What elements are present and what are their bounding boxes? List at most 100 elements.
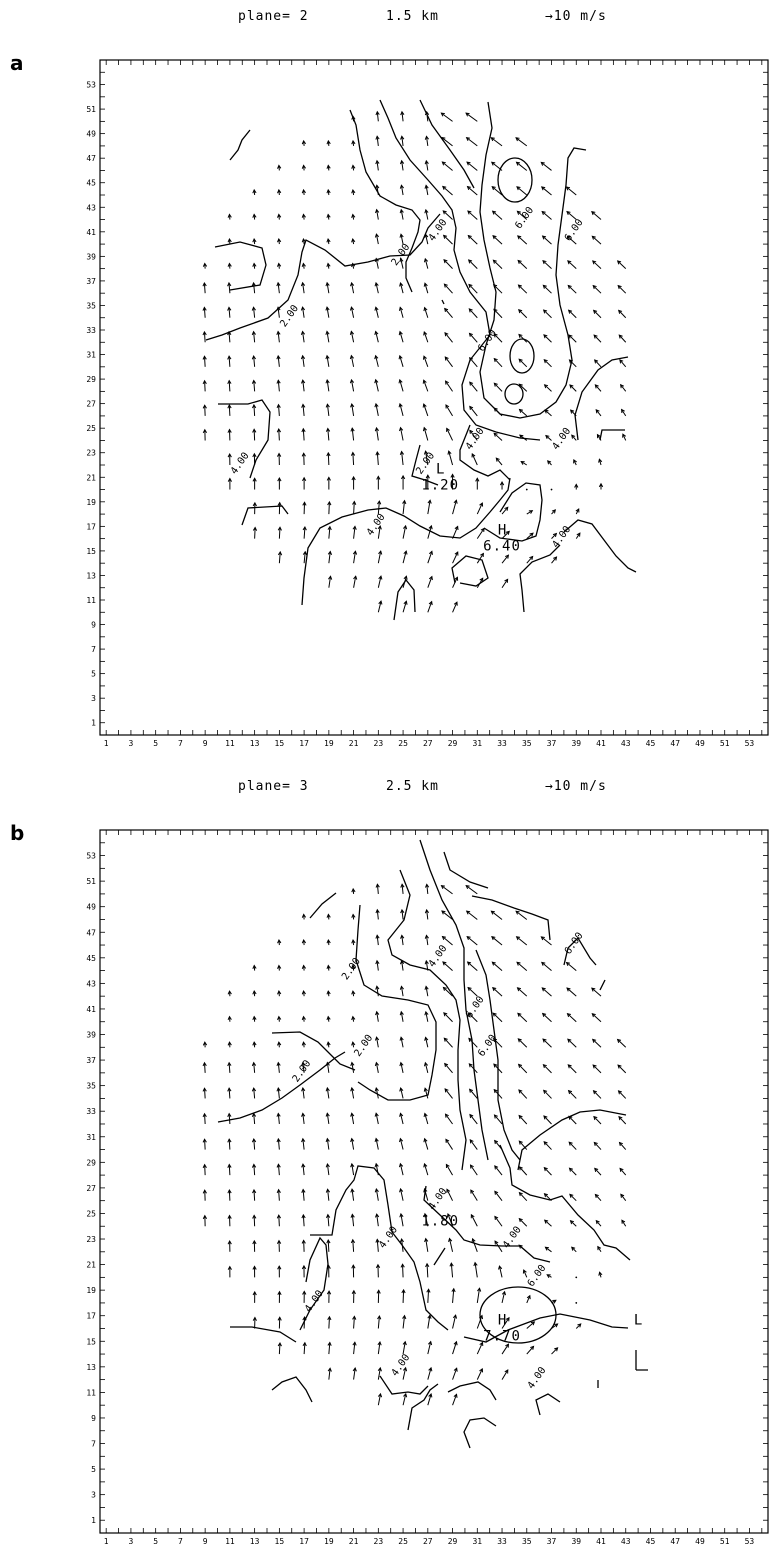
y-tick-label: 17 bbox=[86, 1312, 96, 1321]
wind-vector bbox=[542, 284, 552, 294]
wind-vector bbox=[575, 1323, 582, 1329]
wind-vector bbox=[302, 1316, 307, 1329]
wind-vector bbox=[377, 1340, 382, 1355]
wind-vector bbox=[353, 575, 358, 588]
wind-vector bbox=[468, 1037, 478, 1048]
wind-vector bbox=[541, 235, 552, 245]
wind-vector bbox=[202, 330, 207, 343]
wind-vector bbox=[277, 164, 282, 171]
contour-line bbox=[497, 157, 533, 203]
wind-vector bbox=[566, 235, 577, 245]
wind-vector bbox=[227, 1138, 232, 1150]
contour-label: 6.00 bbox=[513, 205, 536, 231]
contour-label: 4.00 bbox=[427, 217, 450, 243]
wind-vector bbox=[473, 1261, 478, 1278]
contour-line bbox=[475, 949, 521, 1161]
wind-vector bbox=[551, 1323, 559, 1329]
x-tick-label: 11 bbox=[225, 739, 235, 748]
wind-vector bbox=[493, 382, 503, 392]
wind-vector bbox=[424, 184, 429, 196]
contour-line bbox=[574, 356, 629, 441]
wind-vector bbox=[374, 1162, 379, 1176]
wind-vector bbox=[565, 961, 577, 971]
wind-vector bbox=[424, 110, 430, 122]
wind-vector bbox=[517, 284, 528, 294]
wind-vector bbox=[402, 575, 408, 588]
y-tick-label: 39 bbox=[86, 252, 96, 261]
wind-vector bbox=[374, 354, 379, 367]
wind-vector bbox=[352, 525, 357, 539]
wind-vector bbox=[492, 986, 503, 997]
y-tick-label: 3 bbox=[91, 1491, 96, 1500]
panel-b-scale-label: →10 m/s bbox=[545, 779, 607, 794]
y-tick-label: 5 bbox=[91, 1465, 96, 1474]
wind-vector bbox=[398, 378, 404, 392]
wind-vector bbox=[202, 1087, 207, 1099]
wind-vector bbox=[423, 282, 429, 294]
wind-vector bbox=[277, 1316, 282, 1329]
wind-vector bbox=[227, 1087, 232, 1099]
wind-vector bbox=[227, 1163, 232, 1176]
wind-vector bbox=[400, 110, 405, 122]
x-tick-label: 45 bbox=[646, 739, 656, 748]
wind-vector bbox=[501, 1369, 509, 1380]
wind-vector bbox=[542, 309, 552, 319]
wind-vector bbox=[617, 309, 627, 319]
wind-vector bbox=[227, 306, 232, 318]
panel-b-frame bbox=[99, 829, 769, 1534]
wind-vector bbox=[516, 186, 528, 196]
y-tick-label: 51 bbox=[86, 105, 96, 114]
wind-vector bbox=[399, 208, 404, 220]
wind-vector bbox=[301, 990, 306, 997]
wind-vector bbox=[301, 1086, 306, 1099]
wind-vector bbox=[516, 961, 528, 971]
wind-vector bbox=[424, 1010, 429, 1022]
wind-vector bbox=[541, 1012, 552, 1023]
wind-vector bbox=[493, 333, 503, 343]
wind-vector bbox=[351, 913, 356, 920]
y-tick-label: 9 bbox=[91, 621, 96, 630]
wind-vector bbox=[399, 184, 405, 196]
wind-vector bbox=[446, 1213, 454, 1227]
wind-vector bbox=[376, 1289, 381, 1303]
wind-vector bbox=[490, 161, 503, 171]
wind-vector bbox=[399, 426, 404, 441]
wind-vector bbox=[399, 282, 404, 294]
contour-label: 2.00 bbox=[291, 1058, 314, 1084]
wind-vector bbox=[301, 1163, 306, 1176]
wind-vector bbox=[444, 380, 453, 392]
wind-vector bbox=[227, 1214, 232, 1227]
wind-vector bbox=[492, 284, 503, 294]
wind-vector bbox=[493, 407, 503, 417]
x-tick-label: 13 bbox=[250, 739, 260, 748]
wind-vector bbox=[227, 281, 232, 294]
contour-label: 6.00 bbox=[526, 1263, 549, 1289]
wind-vector bbox=[352, 1315, 357, 1329]
wind-vector bbox=[465, 885, 478, 895]
wind-vector bbox=[375, 451, 380, 466]
wind-vector bbox=[447, 450, 454, 466]
panel-b-wind-vectors bbox=[202, 883, 627, 1406]
wind-vector bbox=[616, 260, 627, 269]
panel-a-extrema: L1.20 H6.40 bbox=[421, 461, 520, 554]
wind-vector bbox=[252, 1316, 257, 1329]
wind-vector bbox=[350, 1162, 355, 1176]
wind-vector bbox=[351, 213, 356, 220]
wind-vector bbox=[374, 1036, 380, 1048]
wind-vector bbox=[276, 354, 281, 367]
wind-vector bbox=[227, 262, 232, 269]
wind-vector bbox=[301, 452, 306, 466]
wind-vector bbox=[352, 1341, 357, 1355]
wind-vector bbox=[399, 1010, 404, 1022]
wind-vector bbox=[301, 262, 306, 269]
wind-vector bbox=[301, 139, 307, 146]
wind-vector bbox=[424, 985, 429, 997]
wind-vector bbox=[301, 188, 306, 196]
wind-vector bbox=[252, 213, 257, 220]
wind-vector bbox=[252, 1239, 257, 1252]
wind-vector bbox=[327, 525, 332, 539]
y-tick-label: 31 bbox=[86, 351, 96, 360]
wind-vector bbox=[591, 1038, 602, 1048]
wind-vector bbox=[452, 499, 458, 515]
wind-vector bbox=[423, 1087, 429, 1099]
